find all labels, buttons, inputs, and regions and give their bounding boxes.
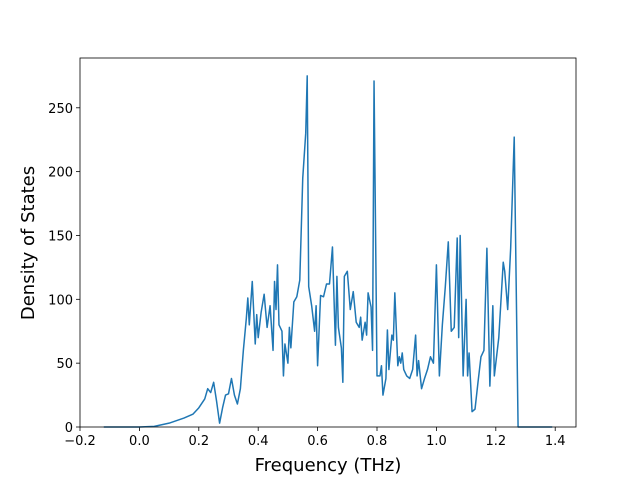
x-tick-label: −0.2 <box>64 434 96 449</box>
x-tick-label: 0.4 <box>248 434 269 449</box>
x-tick-label: 0.8 <box>367 434 388 449</box>
x-tick-label: 0.6 <box>307 434 328 449</box>
y-tick-label: 100 <box>48 293 73 308</box>
y-tick-label: 0 <box>65 421 73 436</box>
x-tick-label: 1.4 <box>545 434 566 449</box>
line <box>103 75 553 428</box>
y-tick-label: 200 <box>48 166 73 181</box>
x-tick-label: 1.0 <box>426 434 447 449</box>
y-tick-label: 50 <box>56 357 73 372</box>
x-tick-label: 1.2 <box>485 434 506 449</box>
x-tick-label: 0.2 <box>188 434 209 449</box>
y-axis-title: Density of States <box>18 166 39 320</box>
y-tick-label: 150 <box>48 229 73 244</box>
x-axis-title: Frequency (THz) <box>255 455 402 476</box>
plot-frame <box>79 57 577 428</box>
y-tick-label: 250 <box>48 102 73 117</box>
x-tick-label: 0.0 <box>129 434 150 449</box>
